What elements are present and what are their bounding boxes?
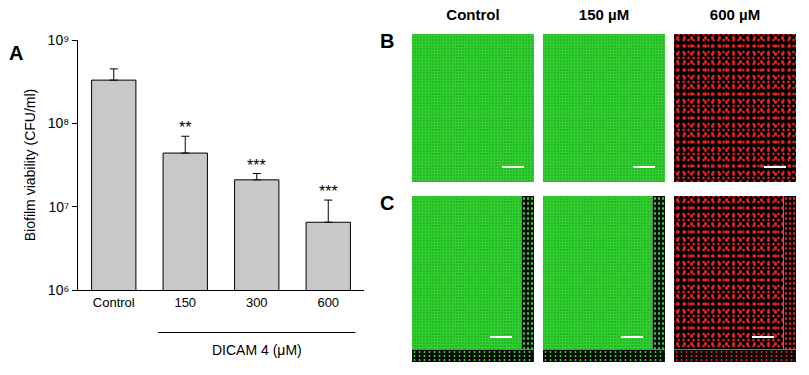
svg-text:10⁹: 10⁹	[48, 32, 70, 48]
html-text:150 µM: 150 µM	[578, 6, 630, 23]
svg-text:600: 600	[317, 295, 339, 310]
svg-text:***: ***	[247, 157, 266, 174]
svg-text:A: A	[9, 42, 23, 64]
svg-text:***: ***	[319, 183, 338, 200]
svg-text:DICAM 4 (μM): DICAM 4 (μM)	[212, 342, 302, 358]
svg-text:150: 150	[174, 295, 196, 310]
html-text:Control: Control	[446, 6, 500, 23]
svg-text:10⁷: 10⁷	[49, 199, 70, 215]
svg-text:**: **	[179, 119, 191, 136]
html-text:600 µM: 600 µM	[709, 6, 761, 23]
html-text:C: C	[380, 192, 395, 214]
svg-text:300: 300	[246, 295, 268, 310]
svg-text:Biofilm viability (CFU/ml): Biofilm viability (CFU/ml)	[22, 89, 38, 241]
svg-text:10⁶: 10⁶	[48, 282, 69, 298]
svg-text:10⁸: 10⁸	[48, 115, 70, 131]
html-text:B: B	[380, 30, 395, 52]
svg-text:Control: Control	[93, 295, 135, 310]
